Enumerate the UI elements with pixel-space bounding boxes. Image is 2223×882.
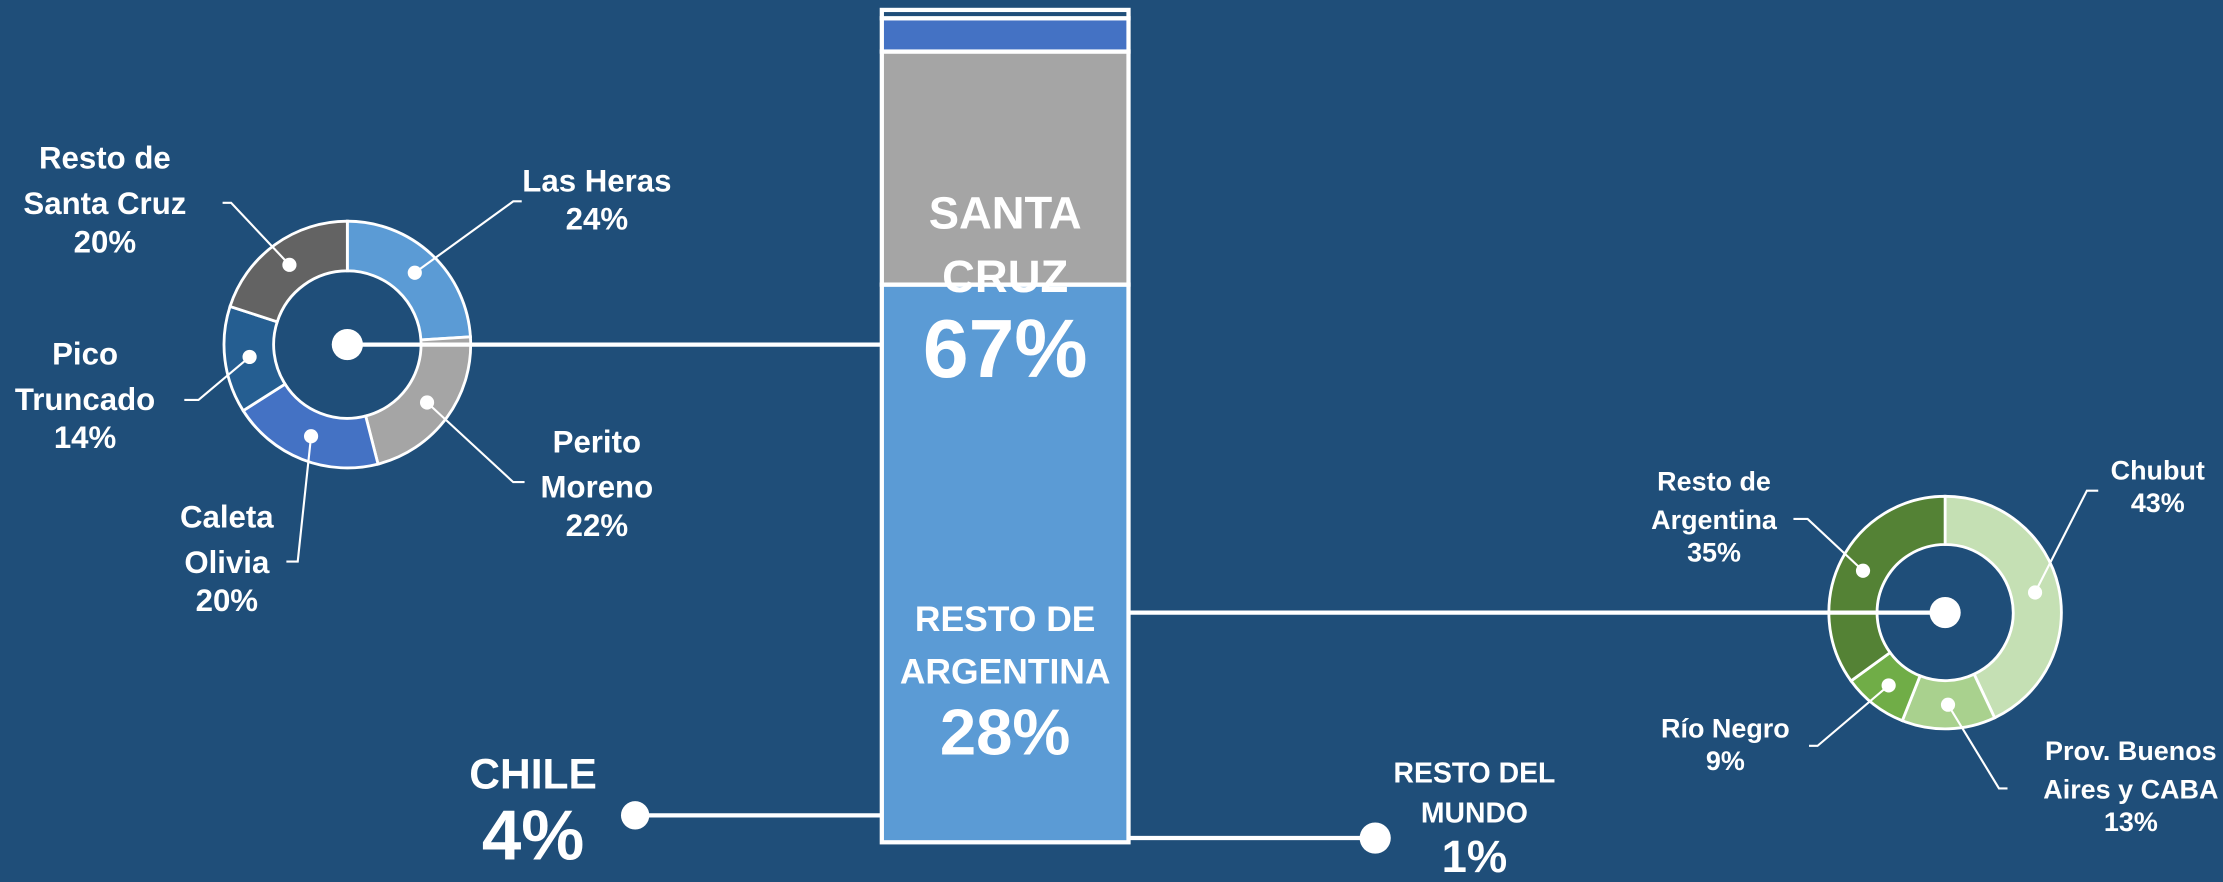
slice-label-name: Perito Moreno	[540, 423, 654, 505]
slice-label: Resto de Santa Cruz 20%	[16, 136, 193, 258]
slice-label-name: Resto de Argentina	[1651, 467, 1777, 537]
leader-line	[222, 201, 291, 266]
slice-label-name: Pico Truncado	[14, 336, 156, 417]
connector-dot	[331, 328, 363, 361]
segment-label-name: RESTO DEL MUNDO	[1393, 758, 1556, 830]
slice-label: Las Heras 24%	[498, 159, 696, 236]
segment-label-value: 1%	[1441, 830, 1508, 882]
leader-dot	[2027, 585, 2043, 600]
slice-label-value: 13%	[2103, 808, 2158, 839]
connector-dot	[1929, 596, 1961, 629]
donut-slice	[1943, 494, 2063, 720]
segment-label: CHILE 4%	[448, 752, 618, 871]
leader-dot	[407, 265, 422, 280]
leader-line	[1793, 517, 1864, 572]
slice-label-value: 22%	[565, 507, 629, 544]
leader-line	[1809, 684, 1890, 747]
leader-line	[1947, 704, 2008, 790]
segment-label-value: 28%	[939, 694, 1071, 769]
donut-slice	[345, 219, 472, 342]
slice-label: Prov. Buenos Aires y CABA 13%	[2035, 733, 2223, 837]
segment-label-name: CHILE	[469, 751, 597, 799]
slice-label-value: 14%	[53, 419, 117, 456]
leader-dot	[1940, 697, 1956, 712]
donut-slice	[363, 335, 473, 466]
slice-label: Perito Moreno 22%	[526, 420, 668, 542]
slice-label: Chubut 43%	[2087, 452, 2223, 519]
bar-segment	[879, 16, 1131, 54]
leader-line	[286, 436, 313, 563]
slice-label: Pico Truncado 14%	[0, 332, 170, 454]
bar-segment	[879, 7, 1131, 21]
slice-label-value: 9%	[1705, 747, 1745, 778]
slice-label-value: 24%	[565, 201, 629, 237]
segment-label-value: 4%	[481, 795, 585, 875]
leader-line	[426, 401, 525, 484]
slice-label-name: Río Negro	[1661, 714, 1790, 745]
bar-segment	[879, 49, 1131, 287]
slice-label: Caleta Olivia 20%	[170, 495, 283, 617]
slice-label: Resto de Argentina 35%	[1643, 464, 1785, 569]
segment-label-value: 67%	[922, 303, 1088, 396]
slice-label-value: 43%	[2130, 489, 2185, 519]
slice-label-name: Resto de Santa Cruz	[23, 140, 187, 222]
leader-dot	[282, 257, 297, 272]
leader-dot	[1881, 678, 1896, 693]
slice-label-name: Prov. Buenos Aires y CABA	[2043, 737, 2219, 806]
slice-label-name: Las Heras	[522, 163, 672, 199]
donut-slice	[1827, 494, 1947, 683]
segment-label-name: SANTA CRUZ	[928, 187, 1082, 303]
segment-label: SANTA CRUZ 67%	[899, 182, 1112, 392]
leader-dot	[1855, 563, 1871, 578]
slice-label-name: Caleta Olivia	[180, 499, 274, 580]
leader-line	[2034, 489, 2099, 593]
connector-dot	[620, 801, 650, 830]
leader-line	[184, 356, 251, 401]
segment-label: RESTO DE ARGENTINA 28%	[885, 594, 1126, 764]
leader-dot	[419, 395, 435, 410]
slice-label-name: Chubut	[2110, 456, 2205, 487]
connector-dot	[1359, 822, 1391, 854]
slice-label-value: 35%	[1687, 538, 1741, 569]
leader-dot	[303, 429, 319, 444]
leader-line	[414, 200, 522, 274]
leader-dot	[242, 349, 257, 365]
slice-label: Río Negro 9%	[1640, 710, 1810, 778]
bar-segment	[879, 282, 1131, 845]
slice-label-value: 20%	[73, 224, 137, 260]
segment-label: RESTO DEL MUNDO 1%	[1382, 754, 1566, 882]
slice-label-value: 20%	[195, 582, 259, 619]
segment-label-name: RESTO DE ARGENTINA	[899, 599, 1111, 692]
